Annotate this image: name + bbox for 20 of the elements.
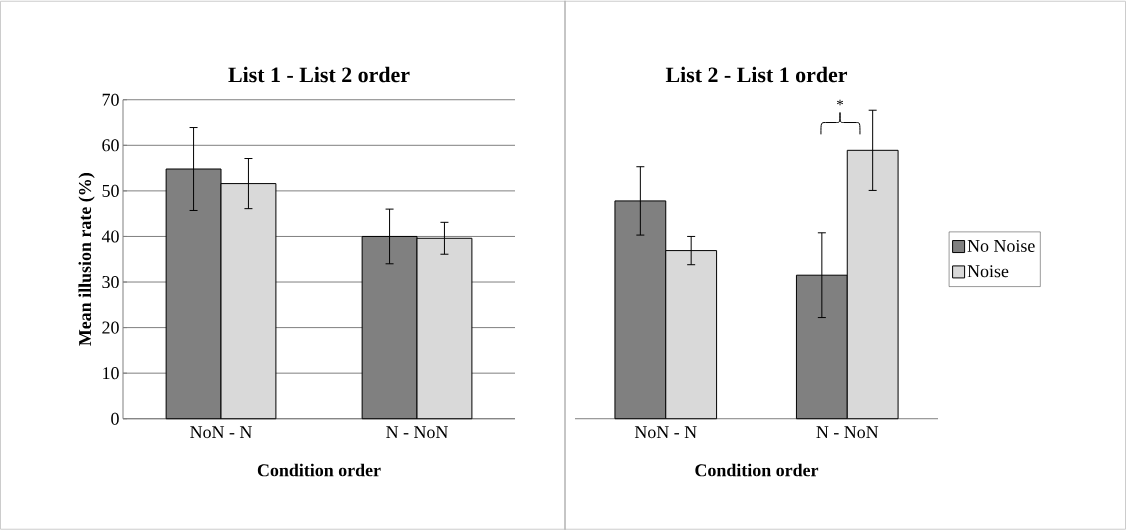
x-tick-label: N - NoN [386, 426, 448, 438]
y-tick-label: 60 [102, 139, 119, 152]
legend-label: No Noise [967, 239, 1035, 252]
chart-title: List 1 - List 2 order [228, 66, 410, 83]
y-tick-label: 0 [111, 412, 119, 425]
y-tick-label: 40 [101, 230, 119, 243]
y-axis-title: Mean illusion rate (%) [78, 172, 95, 346]
x-axis-title: Condition order [257, 463, 381, 477]
y-tick-label: 10 [103, 366, 119, 379]
x-tick-label: NoN - N [190, 426, 252, 438]
x-tick-label: NoN - N [634, 426, 697, 438]
y-tick-label: 70 [102, 93, 119, 106]
x-tick-label: N - NoN [816, 426, 879, 438]
x-axis-title: Condition order [695, 463, 819, 477]
y-tick-label: 20 [102, 321, 119, 334]
y-tick-label: 30 [102, 275, 119, 288]
annotation: * [837, 99, 844, 105]
legend-label: Noise [967, 264, 1009, 278]
y-tick-label: 50 [102, 184, 119, 197]
chart-title: List 2 - List 1 order [665, 66, 848, 83]
